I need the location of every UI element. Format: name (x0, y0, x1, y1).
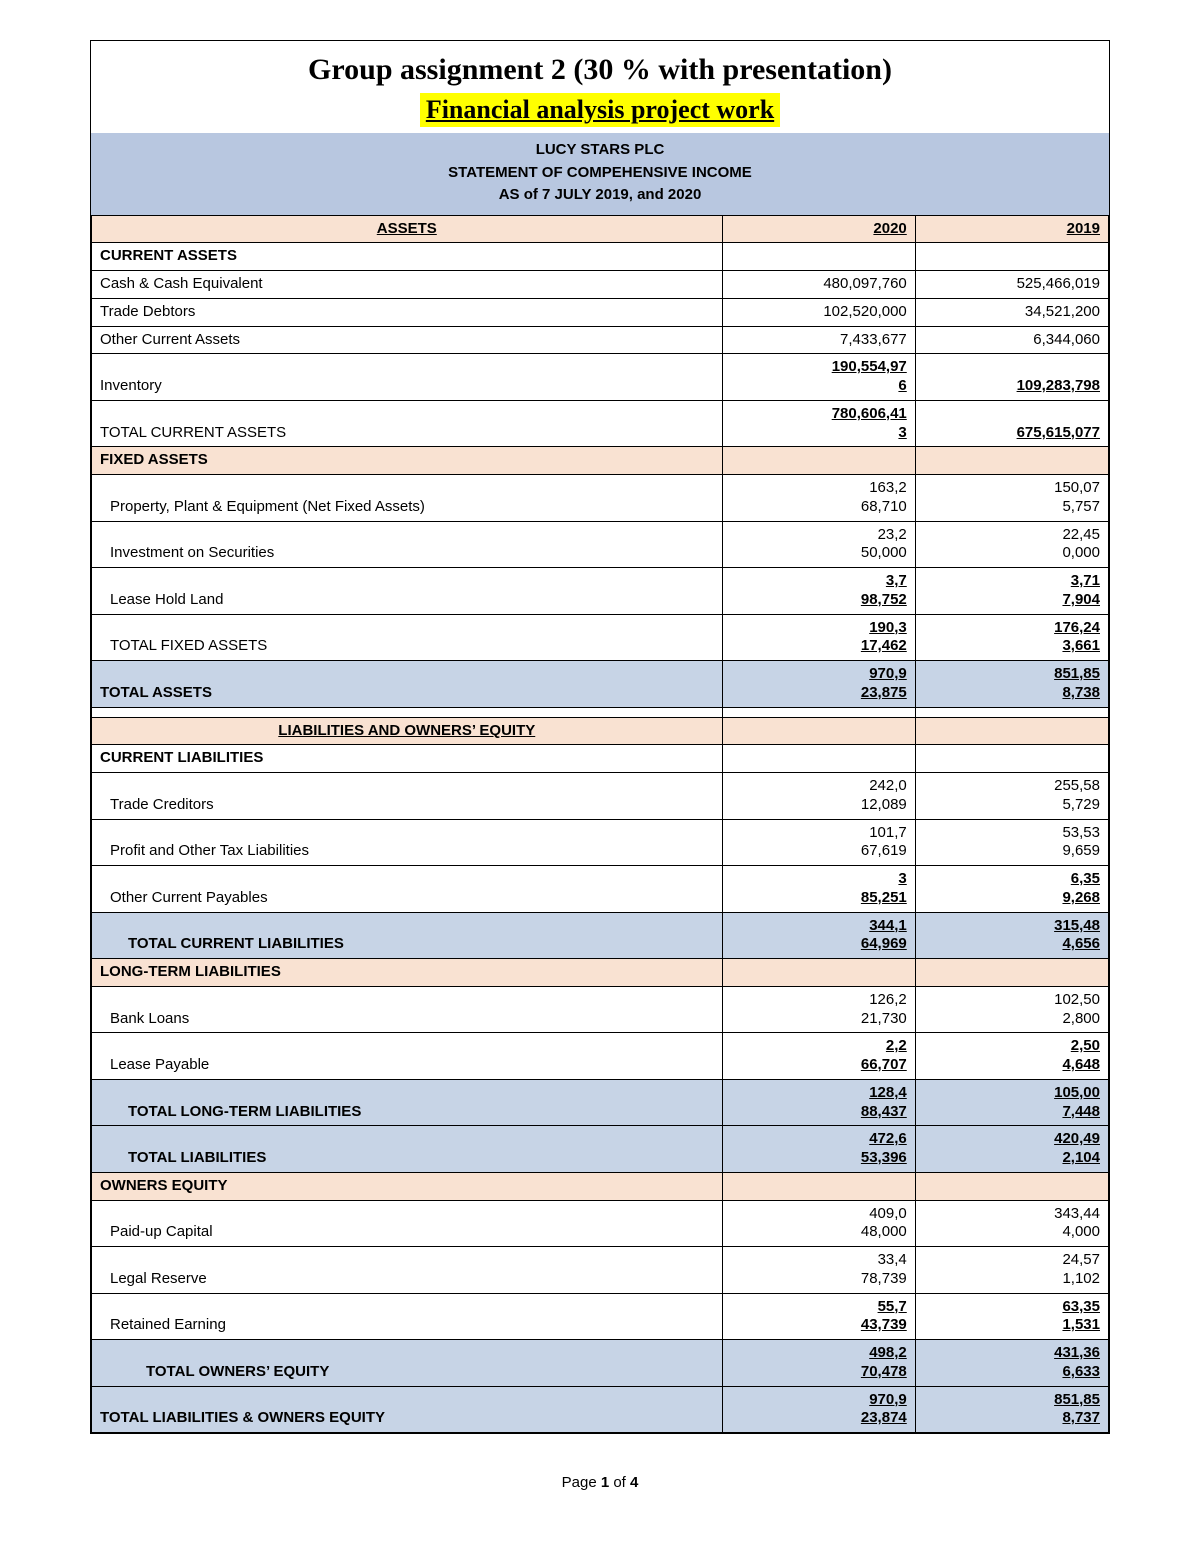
row-total-fixed-assets: TOTAL FIXED ASSETS 190,317,462 176,243,6… (92, 614, 1109, 661)
row-lease-land: Lease Hold Land 3,798,752 3,717,904 (92, 568, 1109, 615)
row-ppe: Property, Plant & Equipment (Net Fixed A… (92, 475, 1109, 522)
assets-header: ASSETS (92, 215, 723, 243)
banner-line-3: AS of 7 JULY 2019, and 2020 (91, 184, 1109, 207)
section-liab-oe: LIABILITIES AND OWNERS’ EQUITY (92, 717, 1109, 745)
section-owners-equity: OWNERS EQUITY (92, 1172, 1109, 1200)
section-fixed-assets: FIXED ASSETS (92, 447, 1109, 475)
row-other-payables: Other Current Payables 385,251 6,359,268 (92, 866, 1109, 913)
subtitle: Financial analysis project work (420, 93, 780, 127)
row-tax-liabilities: Profit and Other Tax Liabilities 101,767… (92, 819, 1109, 866)
row-lease-payable: Lease Payable 2,266,707 2,504,648 (92, 1033, 1109, 1080)
row-total-current-assets: TOTAL CURRENT ASSETS 780,606,413 675,615… (92, 400, 1109, 447)
row-inv-securities: Investment on Securities 23,250,000 22,4… (92, 521, 1109, 568)
subtitle-wrap: Financial analysis project work (91, 93, 1109, 133)
main-title: Group assignment 2 (30 % with presentati… (91, 41, 1109, 93)
document-sheet: Group assignment 2 (30 % with presentati… (90, 40, 1110, 1434)
row-trade-creditors: Trade Creditors 242,012,089 255,585,729 (92, 773, 1109, 820)
row-total-current-liabilities: TOTAL CURRENT LIABILITIES 344,164,969 31… (92, 912, 1109, 959)
banner-line-1: LUCY STARS PLC (91, 139, 1109, 162)
section-current-assets: CURRENT ASSETS (92, 243, 1109, 271)
col-2019: 2019 (915, 215, 1108, 243)
row-total-assets: TOTAL ASSETS 970,923,875 851,858,738 (92, 661, 1109, 708)
row-grand-total: TOTAL LIABILITIES & OWNERS EQUITY 970,92… (92, 1386, 1109, 1433)
row-total-owners-equity: TOTAL OWNERS’ EQUITY 498,270,478 431,366… (92, 1340, 1109, 1387)
row-total-long-term: TOTAL LONG-TERM LIABILITIES 128,488,437 … (92, 1079, 1109, 1126)
row-retained-earning: Retained Earning 55,743,739 63,351,531 (92, 1293, 1109, 1340)
header-row: ASSETS 2020 2019 (92, 215, 1109, 243)
balance-sheet-table: ASSETS 2020 2019 CURRENT ASSETS Cash & C… (91, 215, 1109, 1434)
section-long-term: LONG-TERM LIABILITIES (92, 959, 1109, 987)
company-banner: LUCY STARS PLC STATEMENT OF COMPEHENSIVE… (91, 133, 1109, 215)
row-trade-debtors: Trade Debtors 102,520,000 34,521,200 (92, 298, 1109, 326)
section-current-liabilities: CURRENT LIABILITIES (92, 745, 1109, 773)
banner-line-2: STATEMENT OF COMPEHENSIVE INCOME (91, 162, 1109, 185)
row-cash: Cash & Cash Equivalent 480,097,760 525,4… (92, 271, 1109, 299)
col-2020: 2020 (722, 215, 915, 243)
current-assets-hdr: CURRENT ASSETS (92, 243, 723, 271)
row-total-liabilities: TOTAL LIABILITIES 472,653,396 420,492,10… (92, 1126, 1109, 1173)
row-inventory: Inventory 190,554,976 109,283,798 (92, 354, 1109, 401)
page-footer: Page 1 of 4 (562, 1474, 639, 1491)
row-bank-loans: Bank Loans 126,221,730 102,502,800 (92, 986, 1109, 1033)
row-legal-reserve: Legal Reserve 33,478,739 24,571,102 (92, 1247, 1109, 1294)
row-paid-up-capital: Paid-up Capital 409,048,000 343,444,000 (92, 1200, 1109, 1247)
spacer (92, 707, 1109, 717)
row-other-current-assets: Other Current Assets 7,433,677 6,344,060 (92, 326, 1109, 354)
